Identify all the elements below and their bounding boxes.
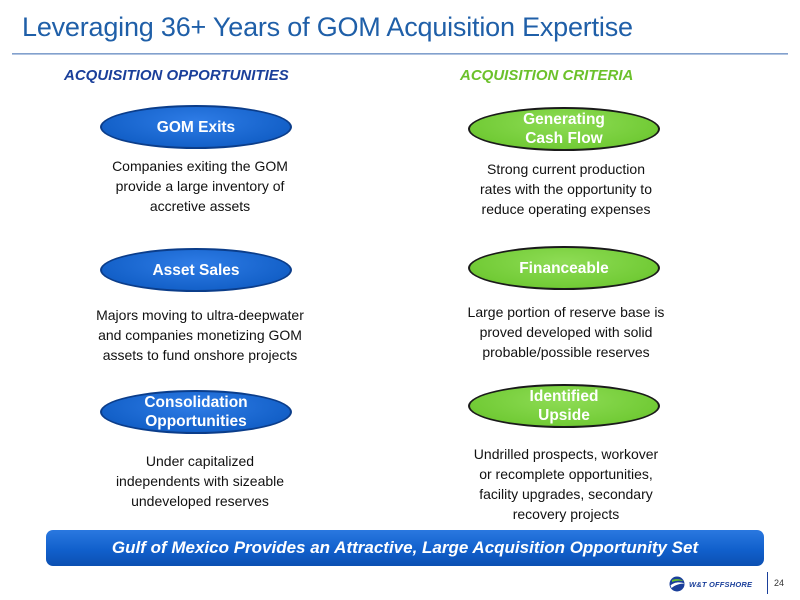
globe-swoosh-icon: [669, 576, 685, 592]
oval-label: Financeable: [519, 259, 609, 277]
gom-exits-oval: GOM Exits: [100, 105, 292, 149]
slide-title: Leveraging 36+ Years of GOM Acquisition …: [22, 12, 633, 42]
summary-banner: Gulf of Mexico Provides an Attractive, L…: [46, 530, 764, 566]
desc-line: proved developed with solid: [479, 324, 653, 340]
consolidation-description: Under capitalized independents with size…: [70, 451, 330, 511]
footer-divider: [767, 572, 768, 594]
logo-text: W&T OFFSHORE: [689, 579, 753, 589]
generating-cash-flow-oval: Generating Cash Flow: [468, 107, 660, 151]
financeable-description: Large portion of reserve base is proved …: [436, 302, 696, 362]
generating-cash-flow-description: Strong current production rates with the…: [436, 159, 696, 219]
asset-sales-description: Majors moving to ultra-deepwater and com…: [70, 305, 330, 365]
oval-label: Upside: [538, 407, 590, 424]
identified-upside-description: Undrilled prospects, workover or recompl…: [436, 444, 696, 524]
title-divider: [12, 53, 788, 55]
oval-label: Asset Sales: [152, 261, 240, 279]
consolidation-opportunities-oval: Consolidation Opportunities: [100, 390, 292, 434]
desc-line: facility upgrades, secondary: [479, 486, 653, 502]
acquisition-opportunities-heading: ACQUISITION OPPORTUNITIES: [64, 67, 289, 84]
gom-exits-description: Companies exiting the GOM provide a larg…: [70, 156, 330, 216]
desc-line: reduce operating expenses: [481, 201, 651, 217]
desc-line: Large portion of reserve base is: [467, 304, 665, 320]
desc-line: accretive assets: [149, 198, 251, 214]
asset-sales-oval: Asset Sales: [100, 248, 292, 292]
desc-line: or recomplete opportunities,: [479, 466, 653, 482]
company-logo: W&T OFFSHORE: [668, 575, 752, 593]
desc-line: undeveloped reserves: [131, 493, 269, 509]
desc-line: Majors moving to ultra-deepwater: [96, 307, 304, 323]
oval-label: Identified: [529, 388, 599, 405]
oval-label: Cash Flow: [525, 130, 603, 147]
oval-label: Opportunities: [145, 413, 247, 430]
financeable-oval: Financeable: [468, 246, 660, 290]
desc-line: probable/possible reserves: [482, 344, 650, 360]
desc-line: Strong current production: [487, 161, 645, 177]
oval-label: Consolidation: [144, 394, 248, 411]
desc-line: provide a large inventory of: [115, 178, 285, 194]
oval-label: Generating: [523, 111, 605, 128]
desc-line: and companies monetizing GOM: [98, 327, 302, 343]
desc-line: Undrilled prospects, workover: [473, 446, 659, 462]
desc-line: recovery projects: [512, 506, 620, 522]
desc-line: rates with the opportunity to: [480, 181, 652, 197]
oval-label: GOM Exits: [156, 118, 236, 136]
identified-upside-oval: Identified Upside: [468, 384, 660, 428]
acquisition-criteria-heading: ACQUISITION CRITERIA: [460, 67, 634, 84]
page-number: 24: [774, 578, 785, 588]
desc-line: assets to fund onshore projects: [102, 347, 298, 363]
desc-line: independents with sizeable: [115, 473, 285, 489]
desc-line: Companies exiting the GOM: [112, 158, 288, 174]
desc-line: Under capitalized: [145, 453, 255, 469]
